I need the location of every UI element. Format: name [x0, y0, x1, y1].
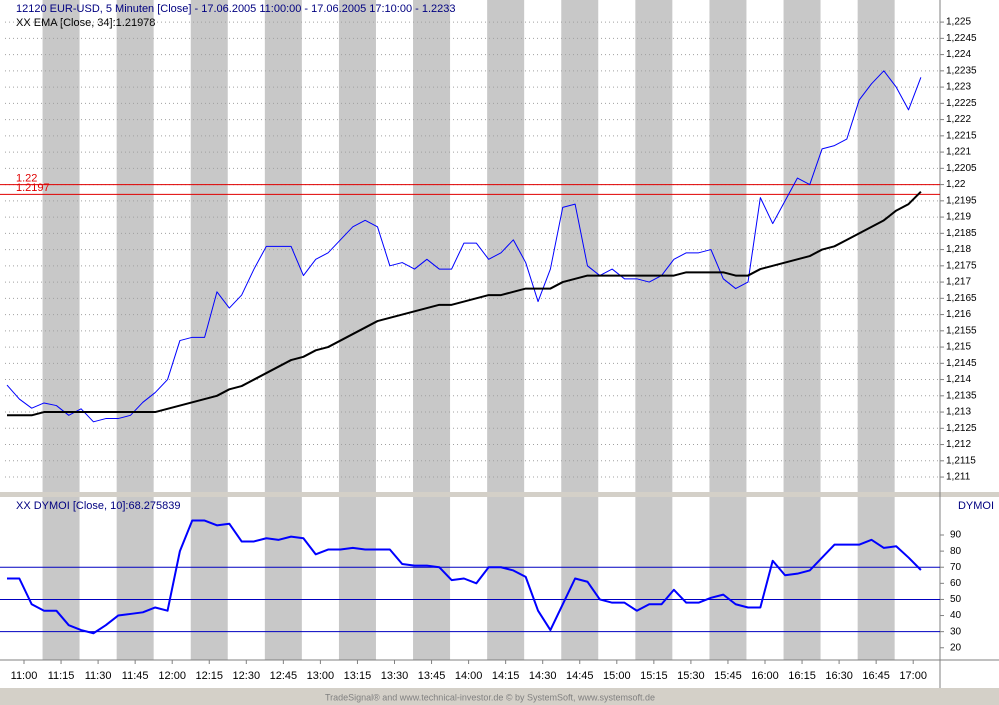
- x-tick-label: 12:15: [195, 670, 223, 682]
- panel-separator: [0, 492, 999, 497]
- panel-axis-label: DYMOI: [958, 500, 994, 512]
- y-tick-label: 1,2135: [946, 390, 977, 401]
- x-tick-label: 13:15: [344, 670, 372, 682]
- x-tick-label: 13:45: [418, 670, 446, 682]
- panel-title: XX DYMOI [Close, 10]:68.275839: [16, 500, 180, 512]
- stripe: [413, 0, 451, 660]
- stripe: [338, 0, 376, 660]
- y-tick-label: 1,2185: [946, 228, 977, 239]
- x-tick-label: 14:30: [529, 670, 557, 682]
- x-tick-label: 17:00: [899, 670, 927, 682]
- y-tick-label: 1,224: [946, 49, 971, 60]
- x-tick-label: 11:30: [85, 670, 112, 682]
- reference-label: 1.2197: [16, 182, 50, 194]
- x-tick-label: 11:00: [11, 670, 38, 682]
- y-tick-label: 1,2145: [946, 358, 977, 369]
- y-tick-label: 1,2125: [946, 423, 977, 434]
- stripe: [190, 0, 228, 660]
- x-tick-label: 11:45: [122, 670, 149, 682]
- x-tick-label: 12:30: [233, 670, 261, 682]
- y-tick-label: 30: [950, 626, 962, 637]
- stripe: [264, 0, 302, 660]
- chart-title: 12120 EUR-USD, 5 Minuten [Close] - 17.06…: [16, 3, 455, 15]
- y-tick-label: 1,2175: [946, 260, 977, 271]
- y-tick-label: 1,223: [946, 82, 971, 93]
- indicator-label: XX EMA [Close, 34]:1.21978: [16, 17, 155, 29]
- x-tick-label: 15:30: [677, 670, 705, 682]
- y-tick-label: 1,225: [946, 17, 971, 28]
- x-tick-label: 14:45: [566, 670, 594, 682]
- x-tick-label: 16:30: [825, 670, 853, 682]
- y-tick-label: 1,2215: [946, 130, 977, 141]
- stripe: [42, 0, 80, 660]
- footer: TradeSignal® and www.technical-investor.…: [325, 692, 655, 702]
- x-tick-label: 12:00: [158, 670, 186, 682]
- x-tick-label: 11:15: [48, 670, 75, 682]
- y-tick-label: 1,215: [946, 342, 971, 353]
- stripe: [857, 0, 895, 660]
- x-tick-label: 15:00: [603, 670, 631, 682]
- y-tick-label: 1,218: [946, 244, 971, 255]
- y-tick-label: 40: [950, 610, 962, 621]
- y-tick-label: 1,213: [946, 407, 971, 418]
- y-tick-label: 1,221: [946, 147, 971, 158]
- x-tick-label: 16:15: [788, 670, 816, 682]
- x-tick-label: 15:15: [640, 670, 668, 682]
- footer-bar: [0, 688, 999, 705]
- y-tick-label: 1,2205: [946, 163, 977, 174]
- series-line: [7, 191, 922, 417]
- y-tick-label: 20: [950, 642, 962, 653]
- x-tick-label: 14:15: [492, 670, 520, 682]
- y-tick-label: 1,214: [946, 374, 971, 385]
- x-tick-label: 16:00: [751, 670, 779, 682]
- y-tick-label: 1,212: [946, 439, 971, 450]
- series-line: [6, 70, 922, 423]
- y-tick-label: 80: [950, 546, 962, 557]
- y-tick-label: 1,2245: [946, 33, 977, 44]
- stripe: [561, 0, 599, 660]
- y-tick-label: 1,222: [946, 114, 971, 125]
- y-tick-label: 1,22: [946, 179, 966, 190]
- x-tick-label: 12:45: [270, 670, 298, 682]
- stripe: [635, 0, 673, 660]
- y-tick-label: 1,217: [946, 277, 971, 288]
- x-tick-label: 16:45: [862, 670, 890, 682]
- y-tick-label: 1,2155: [946, 325, 977, 336]
- y-tick-label: 70: [950, 562, 962, 573]
- y-tick-label: 60: [950, 578, 962, 589]
- x-tick-label: 13:30: [381, 670, 409, 682]
- stripe: [116, 0, 154, 660]
- y-tick-label: 1,2115: [946, 455, 976, 466]
- series-line: [7, 519, 922, 635]
- y-tick-label: 1,211: [946, 472, 971, 483]
- x-tick-label: 14:00: [455, 670, 483, 682]
- x-tick-label: 15:45: [714, 670, 742, 682]
- y-tick-label: 1,2195: [946, 195, 977, 206]
- stripe: [709, 0, 747, 660]
- y-tick-label: 1,219: [946, 212, 971, 223]
- y-tick-label: 1,216: [946, 309, 971, 320]
- y-tick-label: 50: [950, 594, 962, 605]
- y-tick-label: 1,2225: [946, 98, 977, 109]
- reference-label: 1.22: [16, 172, 37, 184]
- y-tick-label: 1,2165: [946, 293, 977, 304]
- y-tick-label: 1,2235: [946, 65, 977, 76]
- stripe: [783, 0, 821, 660]
- stripes: [42, 0, 895, 660]
- x-tick-label: 13:00: [307, 670, 335, 682]
- y-tick-label: 90: [950, 530, 962, 541]
- stripe: [487, 0, 525, 660]
